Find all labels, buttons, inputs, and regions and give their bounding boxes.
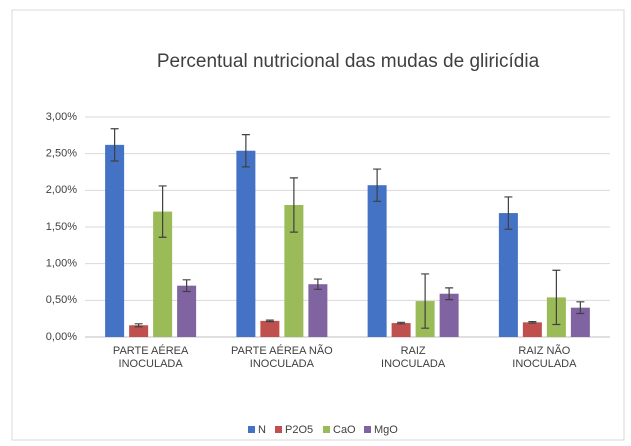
legend-swatch <box>364 426 371 433</box>
legend-label: N <box>258 424 266 436</box>
y-tick-label: 0,50% <box>46 294 77 306</box>
chart-border <box>11 9 625 441</box>
legend-label: P2O5 <box>285 424 313 436</box>
x-tick-label: PARTE AÉREA NÃO <box>231 344 333 357</box>
x-tick-label: RAIZ <box>401 345 426 357</box>
x-tick-label: INOCULADA <box>381 358 446 370</box>
error-bar <box>313 278 322 290</box>
bar <box>367 185 387 337</box>
y-tick-label: 1,50% <box>46 221 77 233</box>
error-bar <box>289 177 298 233</box>
y-tick-label: 0,00% <box>46 331 77 343</box>
error-bar <box>241 134 250 168</box>
error-bar <box>421 273 430 329</box>
y-tick-label: 2,00% <box>46 184 77 196</box>
error-bar <box>552 269 561 326</box>
bar <box>308 284 328 337</box>
y-tick-label: 3,00% <box>46 111 77 123</box>
error-bar <box>504 196 513 230</box>
error-bar <box>182 279 191 293</box>
error-bar <box>445 287 454 301</box>
bar <box>153 211 173 337</box>
legend-label: CaO <box>333 424 356 436</box>
bar <box>177 285 197 337</box>
bar <box>105 144 125 337</box>
legend-swatch <box>275 426 282 433</box>
bar <box>498 213 518 337</box>
bar <box>260 320 280 337</box>
x-tick-label: INOCULADA <box>119 358 184 370</box>
bar <box>129 325 149 337</box>
x-tick-label: INOCULADA <box>512 358 577 370</box>
bar <box>570 307 590 337</box>
y-tick-label: 2,50% <box>46 148 77 160</box>
error-bar <box>265 319 274 323</box>
error-bar <box>158 185 167 238</box>
x-tick-label: PARTE AÉREA <box>113 344 189 357</box>
bar <box>522 322 542 337</box>
x-tick-label: RAIZ NÃO <box>518 344 570 357</box>
legend-label: MgO <box>374 424 398 436</box>
error-bar <box>110 128 119 162</box>
legend-swatch <box>248 426 255 433</box>
chart-title: Percentual nutricional das mudas de glir… <box>157 51 540 72</box>
error-bar <box>373 168 382 202</box>
error-bar <box>397 321 406 325</box>
error-bar <box>528 321 537 324</box>
error-bar <box>576 301 585 315</box>
y-tick-label: 1,00% <box>46 258 77 270</box>
bar <box>236 150 256 337</box>
bar <box>391 323 411 337</box>
bar <box>284 205 304 337</box>
error-bar <box>134 323 143 328</box>
x-tick-label: INOCULADA <box>250 358 315 370</box>
legend-swatch <box>323 426 330 433</box>
bar <box>439 293 459 337</box>
